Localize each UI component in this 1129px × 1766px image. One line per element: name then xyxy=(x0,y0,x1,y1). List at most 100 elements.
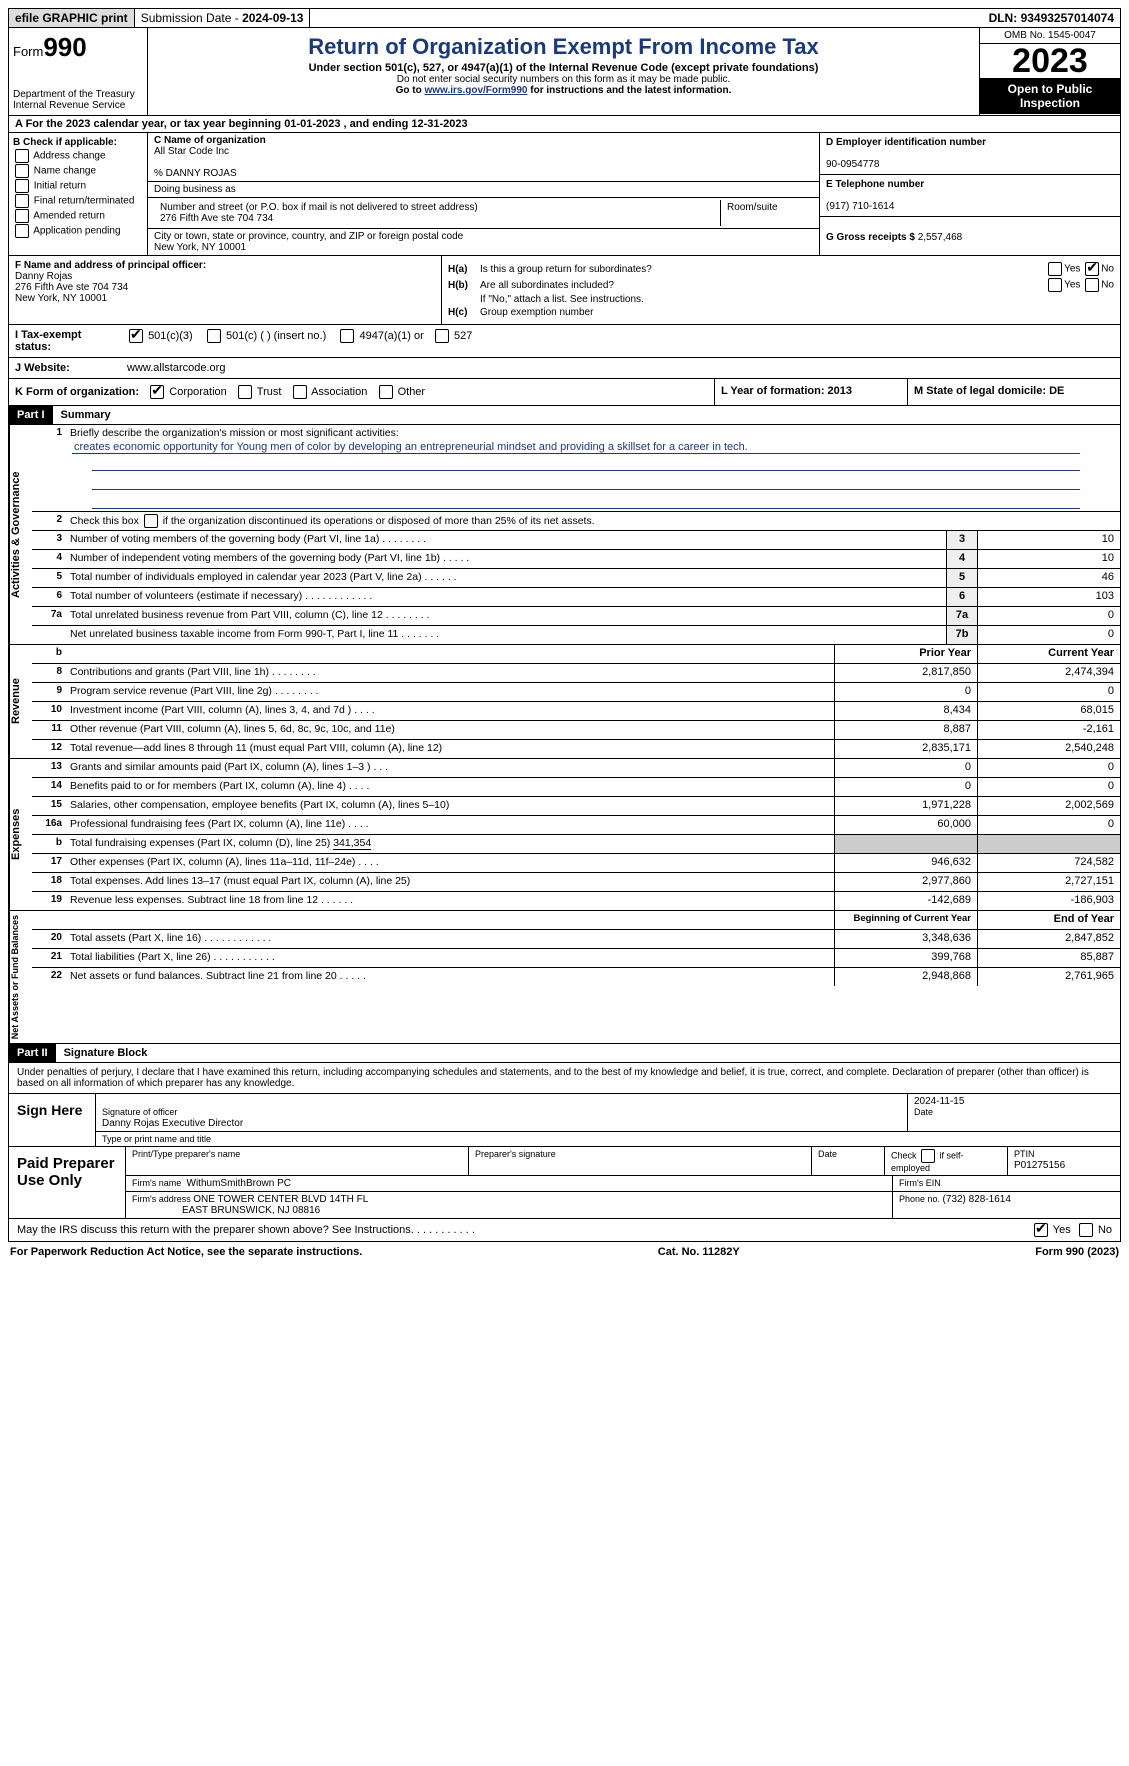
cb-other[interactable] xyxy=(379,385,393,399)
discuss-yes[interactable] xyxy=(1034,1223,1048,1237)
form-header: Form990 Department of the Treasury Inter… xyxy=(8,28,1121,116)
preparer-name: Print/Type preparer's name xyxy=(126,1147,469,1175)
instructions-link[interactable]: www.irs.gov/Form990 xyxy=(424,85,527,96)
line-17: Other expenses (Part IX, column (A), lin… xyxy=(66,854,834,872)
curr-12: 2,540,248 xyxy=(977,740,1120,758)
side-net-assets: Net Assets or Fund Balances xyxy=(9,911,32,1043)
line-10: Investment income (Part VIII, column (A)… xyxy=(66,702,834,720)
cb-527[interactable] xyxy=(435,329,449,343)
curr-18: 2,727,151 xyxy=(977,873,1120,891)
form-number: Form990 xyxy=(13,32,143,63)
cb-initial-return[interactable]: Initial return xyxy=(13,179,143,193)
ptin: PTINP01275156 xyxy=(1008,1147,1120,1175)
cb-final-return[interactable]: Final return/terminated xyxy=(13,194,143,208)
cb-address-change[interactable]: Address change xyxy=(13,149,143,163)
cb-corporation[interactable] xyxy=(150,385,164,399)
section-h: H(a) Is this a group return for subordin… xyxy=(442,256,1120,324)
prior-13: 0 xyxy=(834,759,977,777)
line-12: Total revenue—add lines 8 through 11 (mu… xyxy=(66,740,834,758)
prior-9: 0 xyxy=(834,683,977,701)
line-20: Total assets (Part X, line 16) . . . . .… xyxy=(66,930,834,948)
prior-15: 1,971,228 xyxy=(834,797,977,815)
cb-application-pending[interactable]: Application pending xyxy=(13,224,143,238)
line-16b: Total fundraising expenses (Part IX, col… xyxy=(66,835,834,853)
val-3: 10 xyxy=(977,531,1120,549)
hdr-current-year: Current Year xyxy=(977,645,1120,663)
cb-association[interactable] xyxy=(293,385,307,399)
line-7b: Net unrelated business taxable income fr… xyxy=(66,626,946,644)
label-i: I Tax-exempt status: xyxy=(9,325,121,357)
department: Department of the Treasury Internal Reve… xyxy=(13,89,143,111)
val-7b: 0 xyxy=(977,626,1120,644)
label-j: J Website: xyxy=(9,358,121,378)
telephone-box: E Telephone number (917) 710-1614 xyxy=(820,175,1120,217)
part-ii-title: Signature Block xyxy=(56,1044,156,1062)
line-21: Total liabilities (Part X, line 26) . . … xyxy=(66,949,834,967)
curr-21: 85,887 xyxy=(977,949,1120,967)
ha-no[interactable] xyxy=(1085,262,1099,276)
part-i-title: Summary xyxy=(53,406,119,424)
section-b-checkboxes: B Check if applicable: Address change Na… xyxy=(9,133,148,255)
cb-discontinued[interactable] xyxy=(144,514,158,528)
side-expenses: Expenses xyxy=(9,759,32,910)
line-2: Check this box if the organization disco… xyxy=(66,512,1120,530)
prior-12: 2,835,171 xyxy=(834,740,977,758)
paid-preparer-label: Paid Preparer Use Only xyxy=(9,1147,126,1218)
cb-trust[interactable] xyxy=(238,385,252,399)
preparer-signature[interactable]: Preparer's signature xyxy=(469,1147,812,1175)
curr-22: 2,761,965 xyxy=(977,968,1120,986)
curr-17: 724,582 xyxy=(977,854,1120,872)
tax-year: 2023 xyxy=(980,44,1120,78)
prior-22: 2,948,868 xyxy=(834,968,977,986)
prior-17: 946,632 xyxy=(834,854,977,872)
form-title: Return of Organization Exempt From Incom… xyxy=(156,34,971,60)
ein-box: D Employer identification number 90-0954… xyxy=(820,133,1120,175)
line-6: Total number of volunteers (estimate if … xyxy=(66,588,946,606)
line-22: Net assets or fund balances. Subtract li… xyxy=(66,968,834,986)
curr-10: 68,015 xyxy=(977,702,1120,720)
hb-yes[interactable] xyxy=(1048,278,1062,292)
prior-14: 0 xyxy=(834,778,977,796)
line-8: Contributions and grants (Part VIII, lin… xyxy=(66,664,834,682)
prior-8: 2,817,850 xyxy=(834,664,977,682)
curr-16a: 0 xyxy=(977,816,1120,834)
line-3: Number of voting members of the governin… xyxy=(66,531,946,549)
street-address: Number and street (or P.O. box if mail i… xyxy=(154,200,721,226)
instructions-link-row: Go to www.irs.gov/Form990 for instructio… xyxy=(156,85,971,96)
room-suite: Room/suite xyxy=(721,200,813,226)
line-4: Number of independent voting members of … xyxy=(66,550,946,568)
preparer-date: Date xyxy=(812,1147,885,1175)
principal-officer: F Name and address of principal officer:… xyxy=(9,256,442,324)
top-toolbar: efile GRAPHIC print Submission Date - 20… xyxy=(8,8,1121,28)
ha-yes[interactable] xyxy=(1048,262,1062,276)
line-5: Total number of individuals employed in … xyxy=(66,569,946,587)
discuss-no[interactable] xyxy=(1079,1223,1093,1237)
firm-address: Firm's address ONE TOWER CENTER BLVD 14T… xyxy=(126,1192,893,1218)
hb-no[interactable] xyxy=(1085,278,1099,292)
cb-4947[interactable] xyxy=(340,329,354,343)
prior-19: -142,689 xyxy=(834,892,977,910)
line-9: Program service revenue (Part VIII, line… xyxy=(66,683,834,701)
dln: DLN: 93493257014074 xyxy=(983,9,1120,27)
curr-13: 0 xyxy=(977,759,1120,777)
cb-501c3[interactable] xyxy=(129,329,143,343)
gross-receipts-box: G Gross receipts $ 2,557,468 xyxy=(820,217,1120,247)
cb-amended-return[interactable]: Amended return xyxy=(13,209,143,223)
city-box: City or town, state or province, country… xyxy=(148,229,819,255)
line-16a: Professional fundraising fees (Part IX, … xyxy=(66,816,834,834)
line-14: Benefits paid to or for members (Part IX… xyxy=(66,778,834,796)
prior-20: 3,348,636 xyxy=(834,930,977,948)
self-employed-check[interactable]: Check if self-employed xyxy=(885,1147,1008,1175)
paperwork-notice: For Paperwork Reduction Act Notice, see … xyxy=(10,1246,362,1258)
state-of-domicile: M State of legal domicile: DE xyxy=(907,379,1120,405)
officer-signature-area[interactable]: Signature of officerDanny Rojas Executiv… xyxy=(96,1094,908,1131)
ssn-warning: Do not enter social security numbers on … xyxy=(156,74,971,85)
open-to-public: Open to Public Inspection xyxy=(980,78,1120,114)
org-name-box: C Name of organization All Star Code Inc… xyxy=(148,133,819,182)
efile-print-button[interactable]: efile GRAPHIC print xyxy=(9,9,135,27)
line-11: Other revenue (Part VIII, column (A), li… xyxy=(66,721,834,739)
form-footer: Form 990 (2023) xyxy=(1035,1246,1119,1258)
cb-name-change[interactable]: Name change xyxy=(13,164,143,178)
cb-501c[interactable] xyxy=(207,329,221,343)
prior-16a: 60,000 xyxy=(834,816,977,834)
